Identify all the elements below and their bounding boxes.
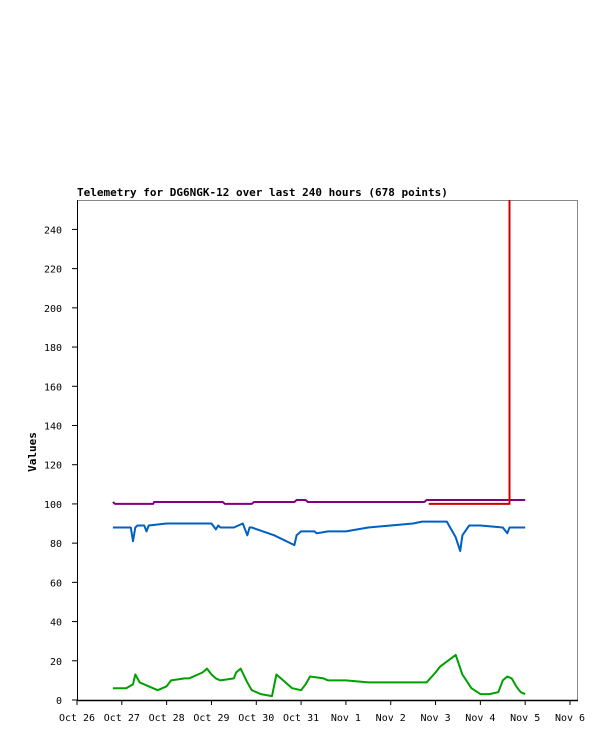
series-layer	[112, 200, 526, 698]
y-ticks: 0 20 40 60 80 100 120 140 160 180 200 220 240	[44, 225, 77, 707]
series-line-3	[112, 653, 526, 698]
x-tick-label: Oct 30	[238, 713, 274, 724]
x-tick-label: Nov 4	[465, 713, 495, 724]
y-tick-label: 60	[50, 578, 62, 589]
chart-title: Telemetry for DG6NGK-12 over last 240 ho…	[77, 186, 448, 199]
series-line-0	[112, 499, 526, 505]
y-tick-label: 220	[44, 265, 62, 276]
x-ticks: Oct 26 Oct 27 Oct 28 Oct 29 Oct 30 Oct 31 Nov …	[59, 700, 585, 724]
x-tick-label: Nov 5	[510, 713, 540, 724]
y-tick-label: 20	[50, 657, 62, 668]
y-tick-label: 200	[44, 304, 62, 315]
x-tick-label: Oct 26	[59, 713, 95, 724]
x-tick-label: Oct 31	[283, 713, 319, 724]
y-tick-label: 160	[44, 382, 62, 393]
y-axis-label: Values	[26, 432, 39, 472]
x-tick-label: Nov 3	[420, 713, 450, 724]
y-tick-label: 140	[44, 421, 62, 432]
y-tick-label: 100	[44, 500, 62, 511]
y-tick-label: 80	[50, 539, 62, 550]
x-tick-label: Nov 6	[555, 713, 585, 724]
plot-area	[77, 200, 578, 701]
x-tick-label: Nov 2	[376, 713, 406, 724]
x-tick-label: Nov 1	[331, 713, 361, 724]
y-tick-label: 0	[56, 696, 62, 707]
series-line-2	[112, 520, 526, 552]
y-tick-label: 180	[44, 343, 62, 354]
x-tick-label: Oct 28	[149, 713, 185, 724]
y-tick-label: 120	[44, 461, 62, 472]
series-line-1	[428, 200, 511, 505]
y-tick-label: 240	[44, 225, 62, 236]
y-tick-label: 40	[50, 618, 62, 629]
x-tick-label: Oct 29	[193, 713, 229, 724]
x-tick-label: Oct 27	[104, 713, 140, 724]
